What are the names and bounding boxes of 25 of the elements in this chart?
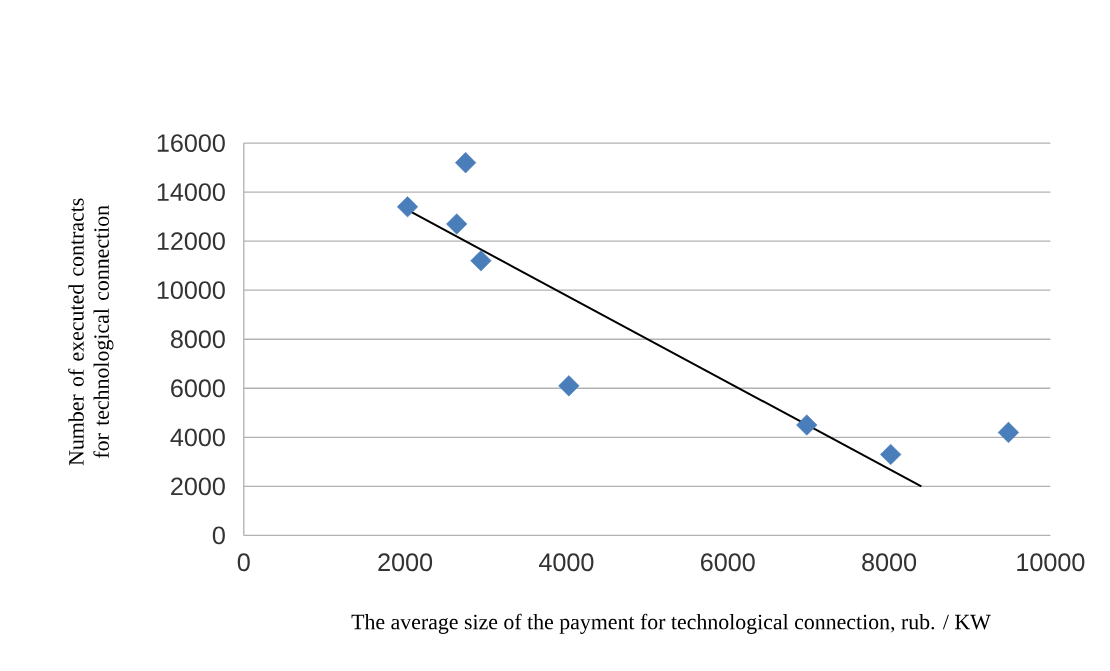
point [396,196,419,218]
y-tick-label: 10000 [157,281,225,300]
x-tick-label: 10000 [1017,553,1085,572]
y-tick-label: 0 [212,526,225,545]
y-tick-label: 12000 [157,232,225,251]
x-tick-label: 8000 [862,553,917,572]
y-tick-label: 8000 [170,330,225,349]
point [558,375,580,397]
point [470,250,492,272]
x-tick-label: 0 [237,553,250,572]
y-tick-label: 2000 [171,477,225,496]
point [880,444,902,466]
point [796,414,818,436]
x-tick-label: 6000 [701,553,755,572]
x-axis-title: The average size of the payment for technological connection, rub. / KW [351,614,991,635]
y-tick-label: 16000 [157,134,225,153]
y-axis-title: Number of executed contracts for technological connection [68,198,114,466]
point [455,152,477,174]
point [446,213,468,235]
x-tick-label: 2000 [378,553,433,572]
point [997,422,1020,444]
y-tick-label: 14000 [157,183,225,202]
y-tick-label: 4000 [170,428,225,447]
x-tick-label: 4000 [539,553,594,572]
y-tick-label: 6000 [171,379,225,398]
